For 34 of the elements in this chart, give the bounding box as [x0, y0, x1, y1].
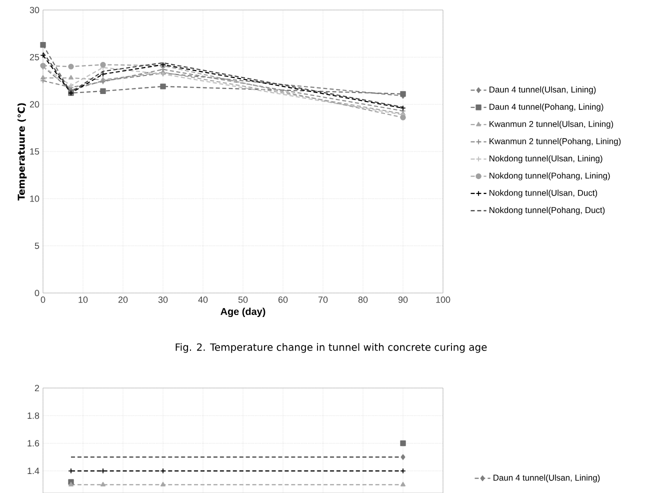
legend-label: Nokdong tunnel(Ulsan, Lining) — [490, 155, 602, 164]
legend-label: Daun 4 tunnel(Ulsan, Lining) — [490, 86, 596, 94]
x-tick-label: 0 — [40, 296, 46, 303]
legend-label: Nokdong tunnel(Ulsan, Duct) — [490, 190, 598, 198]
legend-label: Daun 4 tunnel(Pohang, Lining) — [490, 104, 604, 112]
x-tick-label: 90 — [398, 296, 408, 303]
y-tick-label: 10 — [30, 195, 40, 202]
y-tick-label: 30 — [30, 6, 40, 14]
x-tick-label: 60 — [278, 296, 288, 303]
y-axis-title: Temperatuure (℃) — [18, 103, 27, 201]
legend-label: Nokdong tunnel(Pohang, Lining) — [490, 172, 610, 180]
y-tick-label: 1.4 — [28, 468, 40, 474]
x-tick-label: 50 — [238, 296, 248, 303]
legend-label: Daun 4 tunnel(Ulsan, Lining) — [494, 474, 600, 482]
x-tick-label: 70 — [318, 296, 328, 303]
y-tick-label: 0 — [34, 290, 40, 296]
y-tick-label: 20 — [30, 101, 40, 108]
y-tick-label: 1.6 — [28, 440, 40, 446]
y-tick-label: 5 — [34, 242, 40, 249]
x-tick-label: 80 — [358, 296, 368, 303]
x-tick-label: 30 — [158, 296, 168, 303]
y-tick-label: 25 — [30, 54, 40, 60]
x-tick-label: 100 — [436, 296, 450, 303]
x-tick-label: 40 — [198, 296, 208, 303]
legend-label: Kwanmun 2 tunnel(Ulsan, Lining) — [490, 120, 614, 129]
caption: Fig. 2. Temperature change in tunnel with concrete curing age — [176, 343, 487, 353]
y-tick-label: 2 — [34, 384, 40, 392]
y-tick-label: 1.8 — [28, 412, 40, 419]
legend-label: Nokdong tunnel(Pohang, Duct) — [490, 206, 605, 215]
x-axis-title: Age (day) — [220, 308, 266, 318]
legend-label: Kwanmun 2 tunnel(Pohang, Lining) — [490, 138, 621, 146]
x-tick-label: 20 — [118, 296, 128, 303]
y-tick-label: 15 — [30, 148, 40, 155]
x-tick-label: 10 — [78, 296, 88, 303]
